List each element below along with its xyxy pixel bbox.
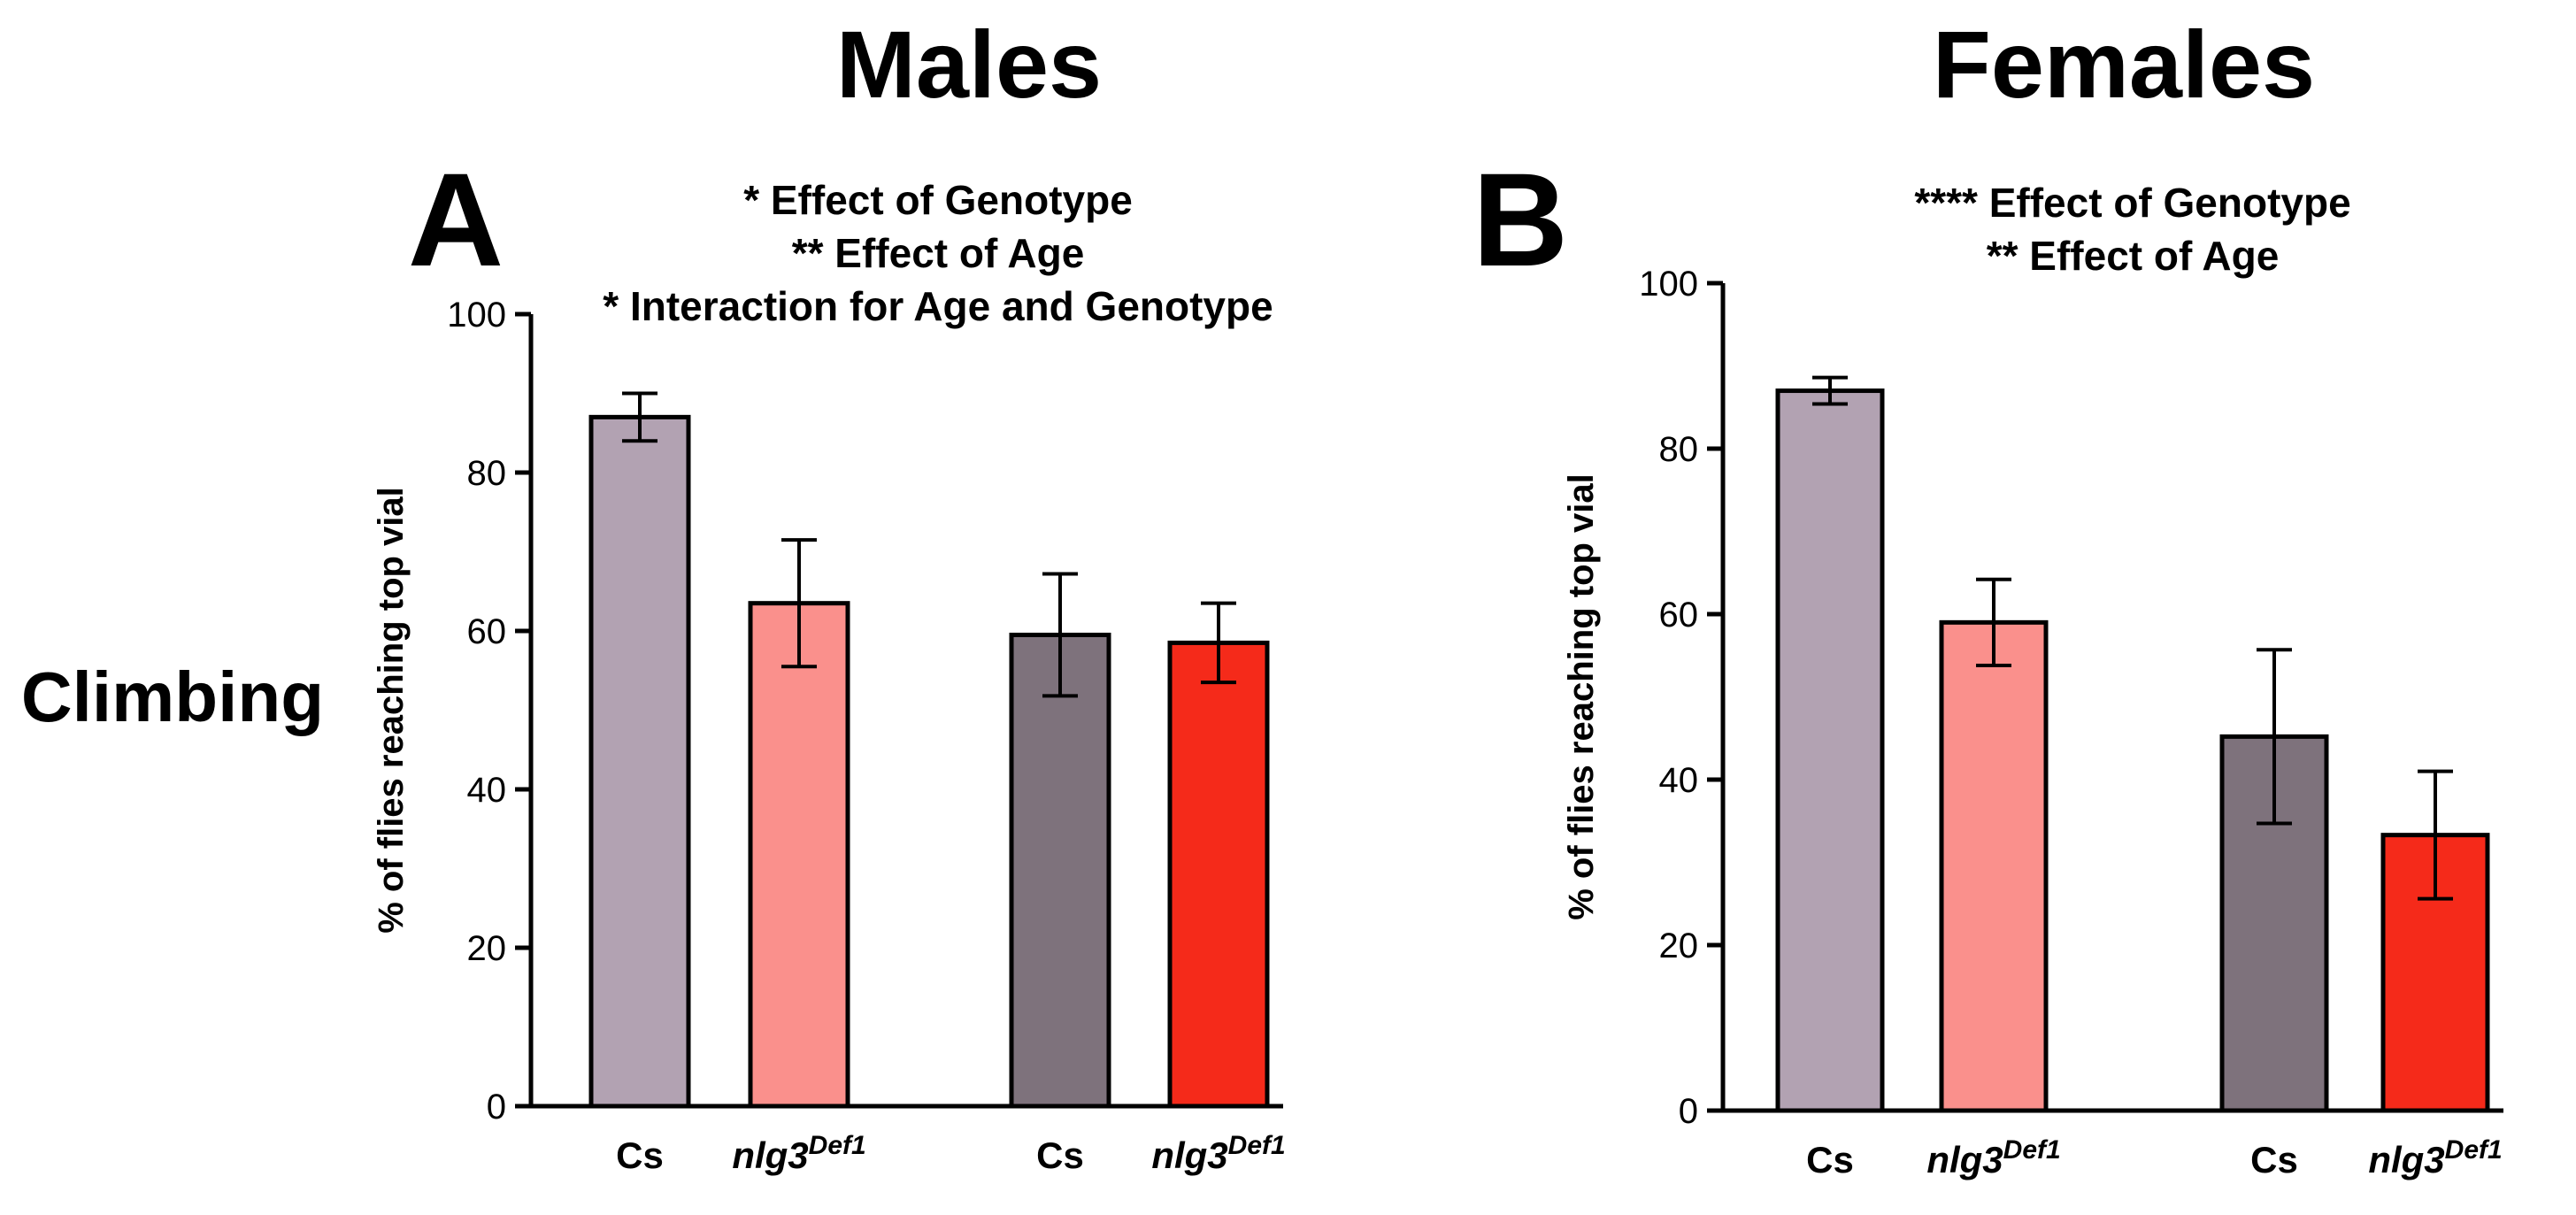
y-tick-label: 100 [1639, 265, 1698, 304]
bar [1167, 640, 1270, 1109]
y-tick-label: 40 [467, 771, 507, 810]
x-tick-label: Cs [616, 1134, 664, 1176]
bar [588, 414, 691, 1109]
stats-annotation: ** Effect of Age [1987, 233, 2280, 279]
panel-a-header: Males [836, 11, 1102, 118]
stats-annotation: **** Effect of Genotype [1914, 180, 2350, 226]
bar [1009, 632, 1111, 1109]
bar [748, 601, 850, 1109]
y-tick-label: 60 [467, 612, 507, 651]
panel-b-letter: B [1473, 145, 1568, 294]
y-tick-label: 100 [447, 296, 506, 335]
x-tick-label: nlg3Def1 [1926, 1135, 2060, 1180]
y-tick-label: 80 [467, 454, 507, 493]
x-tick-label: Cs [1036, 1134, 1084, 1176]
stats-annotation: ** Effect of Age [792, 230, 1085, 276]
panel-a-letter: A [408, 145, 504, 294]
males-climbing-chart: * Effect of Genotype ** Effect of Age * In… [372, 177, 1286, 1176]
y-tick-label: 20 [467, 929, 507, 968]
row-label: Climbing [21, 657, 324, 736]
panel-b-header: Females [1933, 11, 2315, 118]
stats-annotation: * Interaction for Age and Genotype [603, 283, 1273, 329]
y-tick-label: 0 [487, 1088, 506, 1127]
y-tick-label: 0 [1679, 1092, 1698, 1131]
y-tick-label: 40 [1659, 761, 1699, 800]
x-tick-label: nlg3Def1 [2368, 1135, 2502, 1180]
bar [1939, 619, 2049, 1113]
y-tick-label: 80 [1659, 430, 1699, 469]
x-tick-label: nlg3Def1 [732, 1131, 865, 1176]
y-axis-label: % of flies reaching top vial [372, 487, 411, 934]
y-tick-label: 20 [1659, 927, 1699, 965]
y-axis-label: % of flies reaching top vial [1562, 473, 1601, 920]
x-tick-label: Cs [2250, 1139, 2298, 1180]
y-tick-label: 60 [1659, 596, 1699, 634]
x-tick-label: nlg3Def1 [1151, 1131, 1285, 1176]
x-tick-label: Cs [1806, 1139, 1854, 1180]
females-climbing-chart: **** Effect of Genotype ** Effect of Age%… [1562, 180, 2503, 1180]
bar [1775, 388, 1885, 1113]
stats-annotation: * Effect of Genotype [743, 177, 1133, 223]
